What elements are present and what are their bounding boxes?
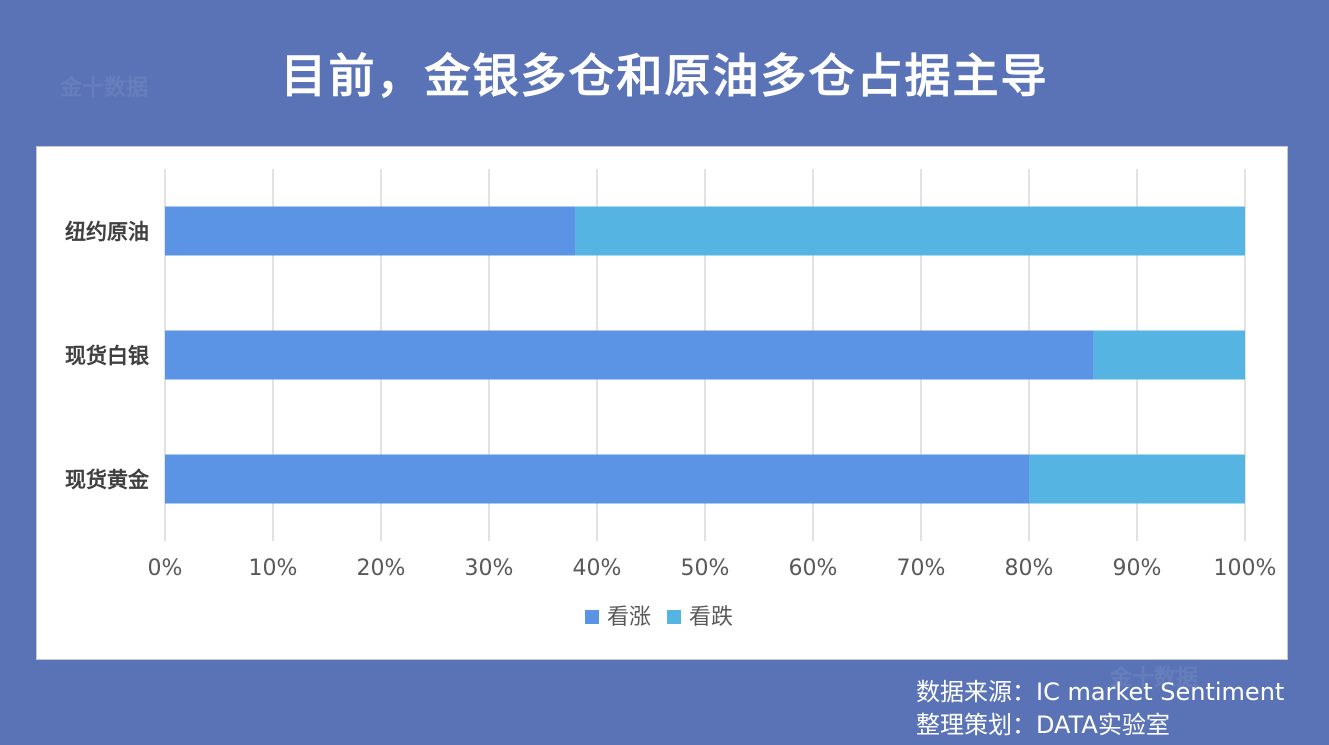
legend-swatch <box>667 610 681 624</box>
category-label: 现货黄金 <box>65 468 150 492</box>
legend-label: 看涨 <box>607 605 651 630</box>
x-tick-label: 60% <box>789 556 838 581</box>
chart-svg: 0% 10% 20% 30% 40% 50% 60% 70% 80% 90% 100% 纽约原油现货白… <box>65 169 1277 630</box>
source-block: 数据来源：IC market Sentiment 整理策划：DATA实验室 <box>916 676 1284 742</box>
editor-credit: 整理策划：DATA实验室 <box>916 711 1170 739</box>
chart-panel: 0% 10% 20% 30% 40% 50% 60% 70% 80% 90% 100% 纽约原油现货白… <box>36 146 1288 660</box>
x-tick-label: 70% <box>897 556 946 581</box>
bar-bearish <box>575 206 1245 256</box>
x-tick-label: 50% <box>681 556 730 581</box>
x-tick-label: 30% <box>465 556 514 581</box>
x-tick-label: 90% <box>1113 556 1162 581</box>
bar-bearish <box>1029 454 1245 504</box>
x-tick-label: 100% <box>1214 556 1277 581</box>
bar-bullish <box>165 206 576 256</box>
bar-bearish <box>1093 330 1245 380</box>
category-label: 现货白银 <box>65 344 150 368</box>
data-source: 数据来源：IC market Sentiment <box>916 678 1285 706</box>
category-label: 纽约原油 <box>65 220 149 244</box>
legend-label: 看跌 <box>689 605 733 630</box>
bar-bullish <box>165 454 1029 504</box>
x-tick-label: 40% <box>573 556 622 581</box>
x-tick-label: 20% <box>357 556 406 581</box>
x-tick-label: 10% <box>249 556 298 581</box>
legend-swatch <box>585 610 599 624</box>
x-tick-label: 80% <box>1005 556 1054 581</box>
bar-bullish <box>165 330 1094 380</box>
x-tick-label: 0% <box>148 556 183 581</box>
page-title: 目前，金银多仓和原油多仓占据主导 <box>280 49 1049 103</box>
